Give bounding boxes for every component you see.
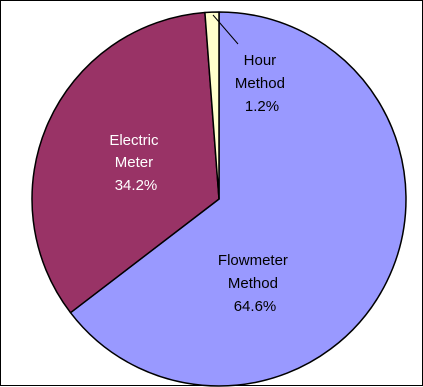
label-line: 1.2% bbox=[245, 98, 279, 115]
slice-label-electric-meter: Electric Meter 34.2% bbox=[109, 132, 162, 194]
label-line: Flowmeter bbox=[218, 252, 288, 269]
pie-slice-hour-method bbox=[204, 11, 220, 200]
slice-label-flowmeter-method: Flowmeter Method 64.6% bbox=[218, 252, 292, 315]
pie-slice-flowmeter-method bbox=[69, 11, 407, 387]
pie-slice-electric-meter bbox=[31, 11, 220, 314]
label-line: 34.2% bbox=[115, 177, 158, 194]
label-line: Method bbox=[228, 275, 278, 292]
label-line: Electric bbox=[109, 132, 159, 149]
label-line: Meter bbox=[115, 154, 153, 171]
label-line: Method bbox=[235, 75, 285, 92]
leader-line-hour-method bbox=[212, 14, 239, 45]
pie-slices bbox=[31, 11, 407, 387]
slice-label-hour-method: Hour Method 1.2% bbox=[235, 52, 289, 115]
label-line: 64.6% bbox=[234, 298, 277, 315]
label-line: Hour bbox=[244, 52, 277, 69]
